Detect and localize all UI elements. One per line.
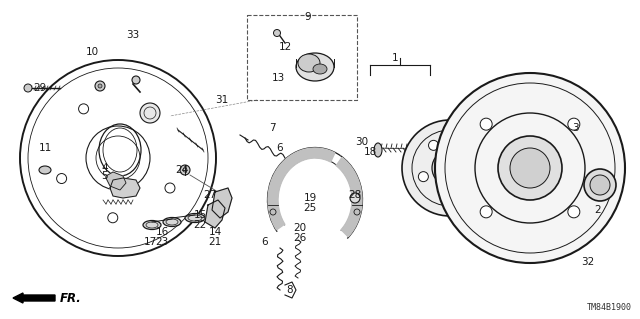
Circle shape	[210, 207, 216, 213]
Text: 15: 15	[193, 210, 207, 220]
Text: 30: 30	[355, 137, 369, 147]
Circle shape	[402, 120, 498, 216]
Text: 22: 22	[193, 220, 207, 230]
Text: 11: 11	[38, 143, 52, 153]
Text: 12: 12	[278, 42, 292, 52]
Text: 7: 7	[269, 123, 275, 133]
Bar	[247, 15, 357, 100]
Text: FR.: FR.	[60, 292, 82, 305]
Text: 1: 1	[392, 53, 398, 63]
Circle shape	[498, 136, 562, 200]
Circle shape	[180, 165, 190, 175]
Text: 17: 17	[143, 237, 157, 247]
Circle shape	[132, 76, 140, 84]
Text: 23: 23	[156, 237, 168, 247]
Circle shape	[419, 172, 428, 182]
Circle shape	[350, 193, 360, 203]
Circle shape	[95, 81, 105, 91]
Circle shape	[590, 175, 610, 195]
Polygon shape	[110, 178, 140, 198]
Text: 16: 16	[156, 227, 168, 237]
Ellipse shape	[39, 166, 51, 174]
Circle shape	[461, 140, 472, 150]
Circle shape	[445, 191, 455, 201]
Ellipse shape	[298, 54, 320, 72]
Text: 19: 19	[303, 193, 317, 203]
Ellipse shape	[296, 53, 334, 81]
Circle shape	[435, 73, 625, 263]
Polygon shape	[205, 200, 225, 228]
Polygon shape	[268, 148, 335, 230]
Text: 29: 29	[33, 83, 47, 93]
Text: 33: 33	[126, 30, 140, 40]
Text: 4: 4	[102, 163, 108, 173]
Circle shape	[584, 169, 616, 201]
Text: 9: 9	[305, 12, 311, 22]
Text: 14: 14	[209, 227, 221, 237]
Text: 5: 5	[102, 171, 108, 181]
Circle shape	[98, 84, 102, 88]
Ellipse shape	[374, 143, 382, 157]
Text: 25: 25	[303, 203, 317, 213]
Circle shape	[432, 150, 468, 186]
Polygon shape	[106, 172, 126, 190]
Polygon shape	[336, 157, 362, 237]
Circle shape	[510, 148, 550, 188]
Circle shape	[217, 195, 223, 201]
Circle shape	[568, 206, 580, 218]
Ellipse shape	[185, 213, 205, 222]
Text: 21: 21	[209, 237, 221, 247]
Ellipse shape	[163, 218, 181, 226]
Circle shape	[429, 140, 438, 150]
Text: 6: 6	[262, 237, 268, 247]
Text: 20: 20	[293, 223, 307, 233]
Text: 26: 26	[293, 233, 307, 243]
Ellipse shape	[143, 220, 161, 229]
Text: 10: 10	[85, 47, 99, 57]
Text: 2: 2	[595, 205, 602, 215]
Text: 8: 8	[287, 285, 293, 295]
Ellipse shape	[313, 64, 327, 74]
Text: 32: 32	[581, 257, 595, 267]
Text: 24: 24	[175, 165, 189, 175]
Text: 6: 6	[276, 143, 284, 153]
Text: 31: 31	[216, 95, 228, 105]
Circle shape	[480, 118, 492, 130]
Circle shape	[568, 118, 580, 130]
Text: TM84B1900: TM84B1900	[587, 303, 632, 312]
Polygon shape	[212, 188, 232, 218]
FancyArrow shape	[13, 293, 55, 303]
Text: 3: 3	[572, 123, 579, 133]
Text: 28: 28	[348, 190, 362, 200]
Circle shape	[24, 84, 32, 92]
Text: 18: 18	[364, 147, 376, 157]
Text: 13: 13	[271, 73, 285, 83]
Circle shape	[480, 206, 492, 218]
Circle shape	[140, 103, 160, 123]
Circle shape	[472, 172, 482, 182]
Circle shape	[273, 29, 280, 36]
Text: 27: 27	[204, 190, 216, 200]
